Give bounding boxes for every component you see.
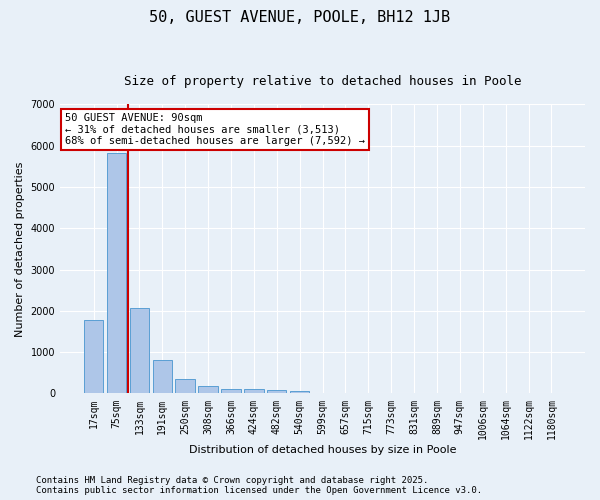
- Bar: [267, 390, 286, 394]
- Bar: [244, 389, 263, 394]
- Bar: [175, 380, 195, 394]
- Bar: [84, 320, 103, 394]
- Y-axis label: Number of detached properties: Number of detached properties: [15, 162, 25, 336]
- X-axis label: Distribution of detached houses by size in Poole: Distribution of detached houses by size …: [189, 445, 456, 455]
- Bar: [199, 386, 218, 394]
- Text: 50, GUEST AVENUE, POOLE, BH12 1JB: 50, GUEST AVENUE, POOLE, BH12 1JB: [149, 10, 451, 25]
- Title: Size of property relative to detached houses in Poole: Size of property relative to detached ho…: [124, 75, 521, 88]
- Bar: [130, 308, 149, 394]
- Bar: [107, 153, 126, 394]
- Text: Contains HM Land Registry data © Crown copyright and database right 2025.
Contai: Contains HM Land Registry data © Crown c…: [36, 476, 482, 495]
- Bar: [152, 360, 172, 394]
- Text: 50 GUEST AVENUE: 90sqm
← 31% of detached houses are smaller (3,513)
68% of semi-: 50 GUEST AVENUE: 90sqm ← 31% of detached…: [65, 113, 365, 146]
- Bar: [221, 388, 241, 394]
- Bar: [290, 391, 310, 394]
